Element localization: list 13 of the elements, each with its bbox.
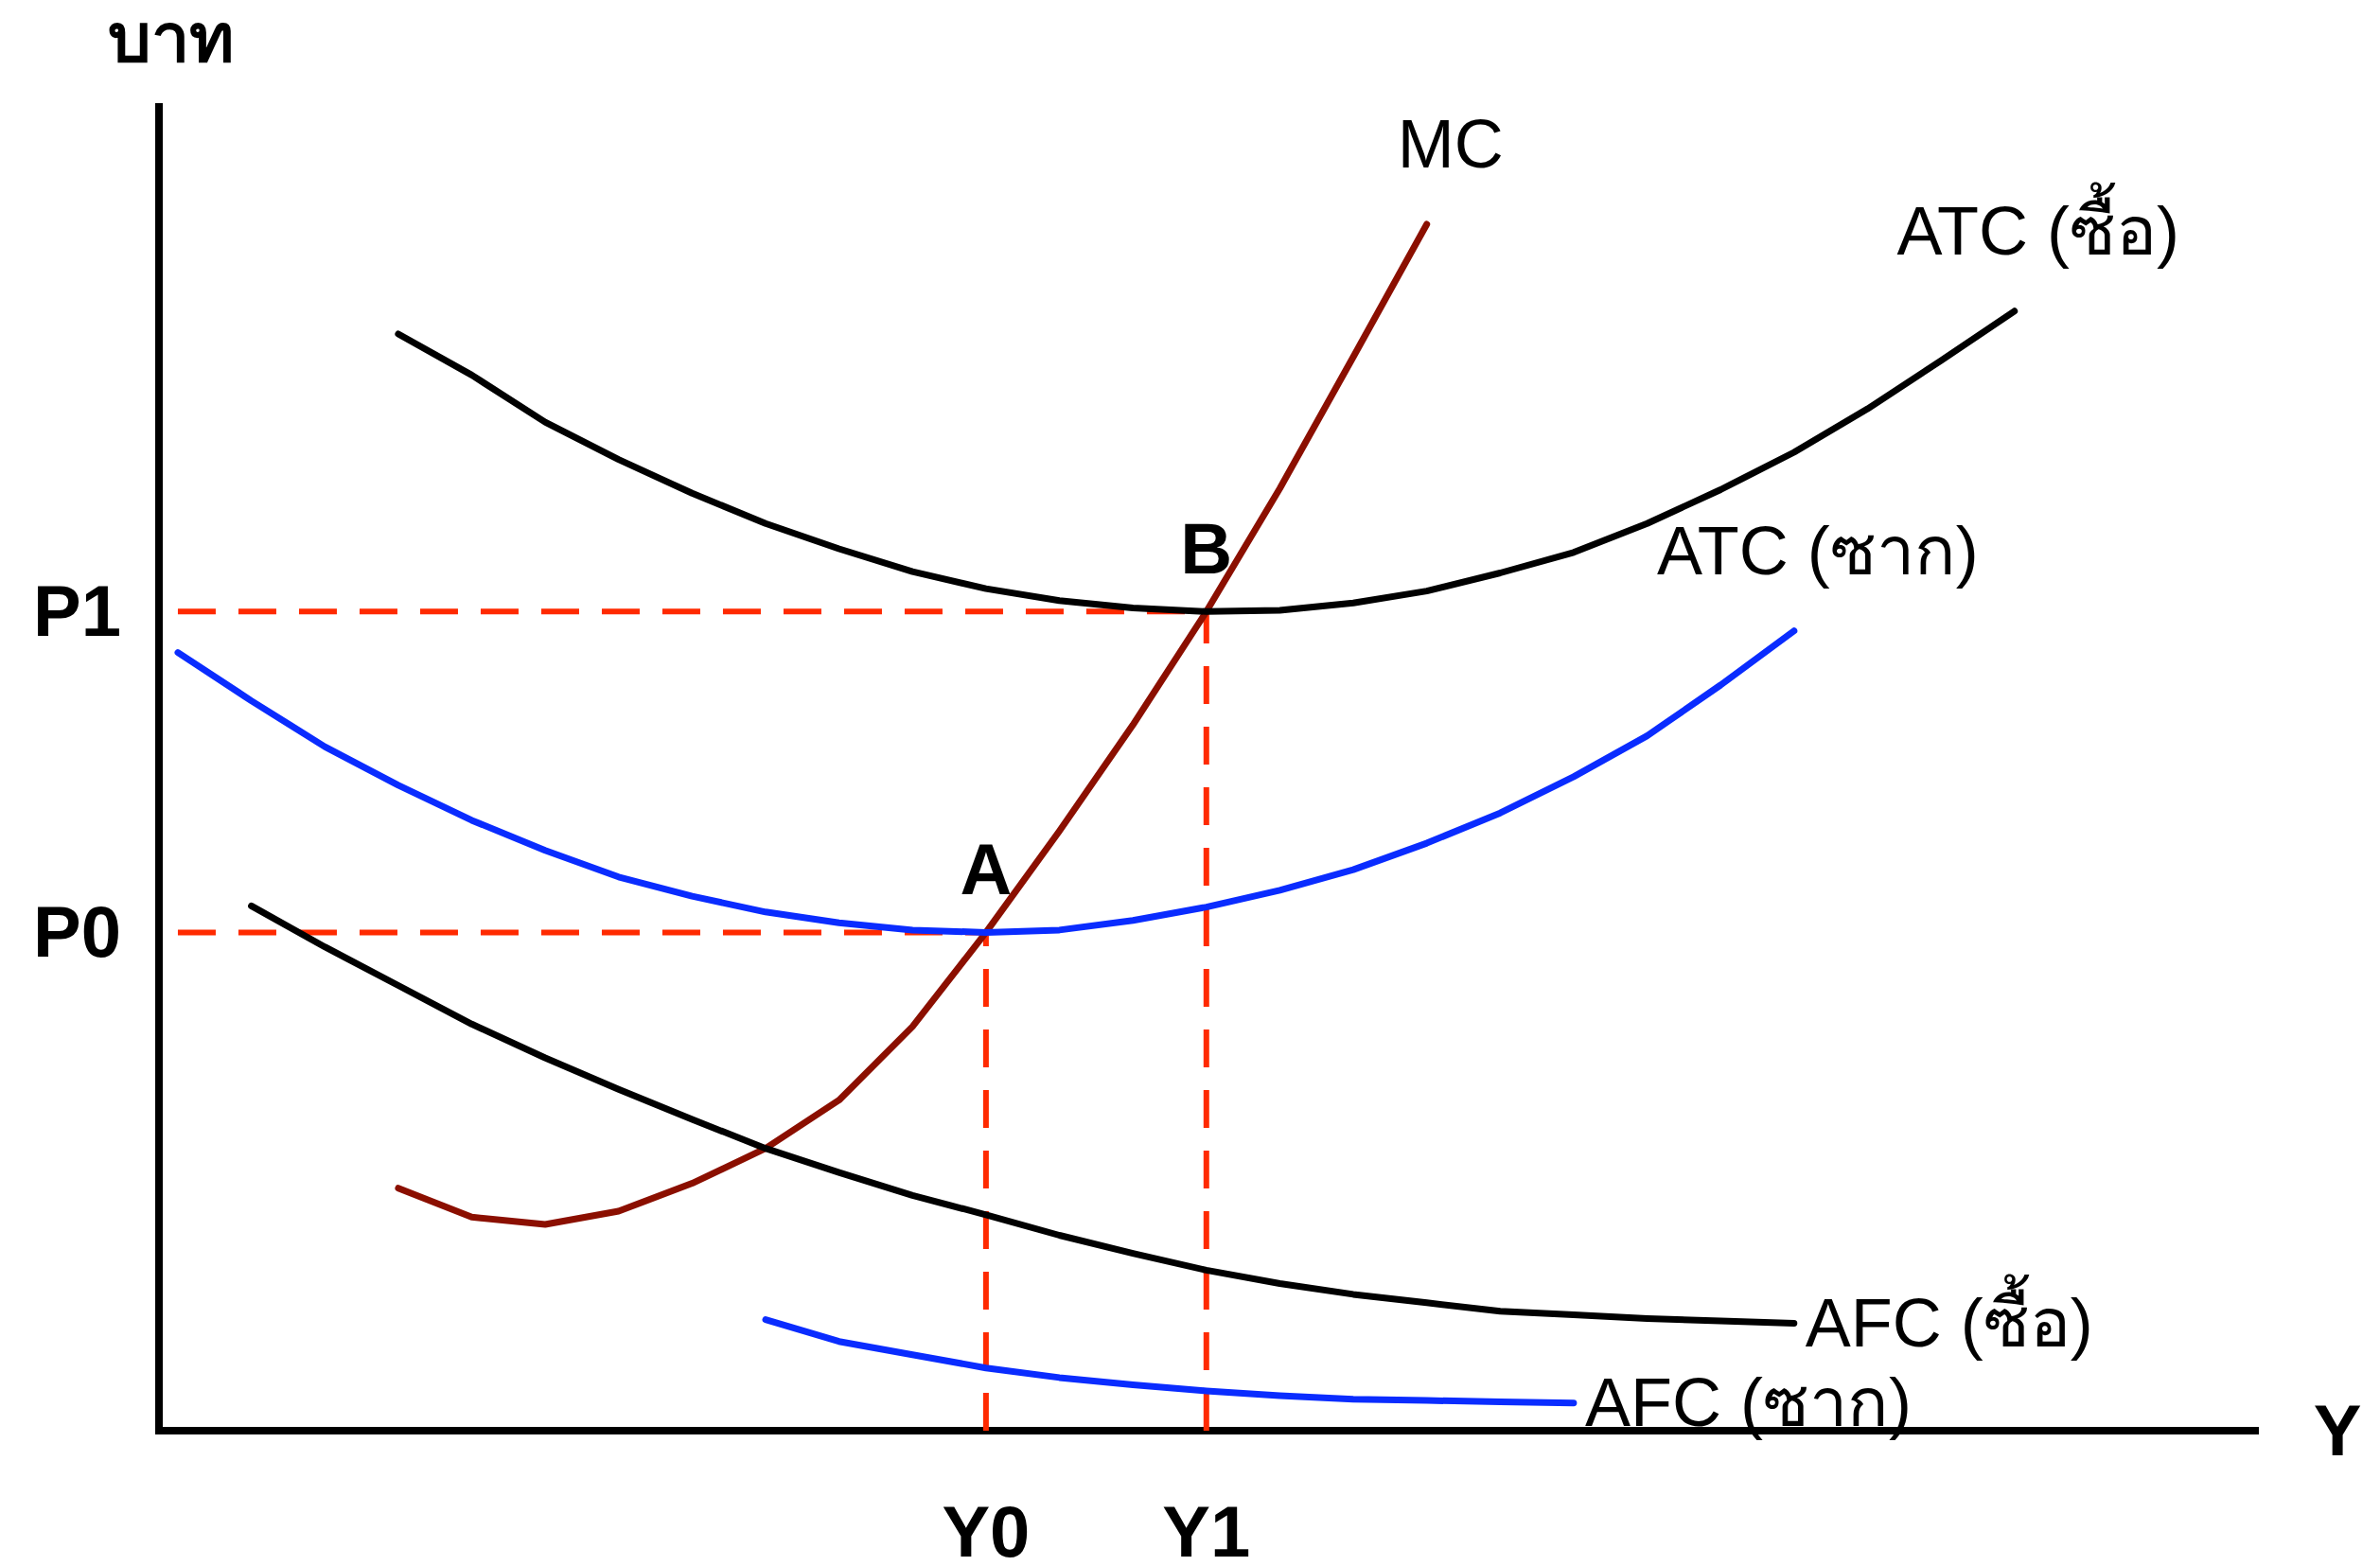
ref-line-label: P0 <box>33 891 121 973</box>
series-label: MC <box>1397 106 1504 182</box>
series-label: AFC (ซื้อ) <box>1805 1273 2093 1361</box>
annotation: B <box>1180 508 1233 589</box>
x-tick-label: Y0 <box>942 1491 1031 1566</box>
series-label: ATC (ซาก) <box>1657 512 1979 589</box>
ref-line-label: P1 <box>33 571 121 652</box>
x-axis-title: Y <box>2313 1390 2362 1470</box>
y-axis-title: บาท <box>107 0 234 76</box>
series-label: AFC (ซาก) <box>1584 1364 1912 1440</box>
x-tick-label: Y1 <box>1162 1491 1251 1566</box>
series-label: ATC (ซื้อ) <box>1896 181 2180 269</box>
annotation: A <box>960 829 1013 910</box>
